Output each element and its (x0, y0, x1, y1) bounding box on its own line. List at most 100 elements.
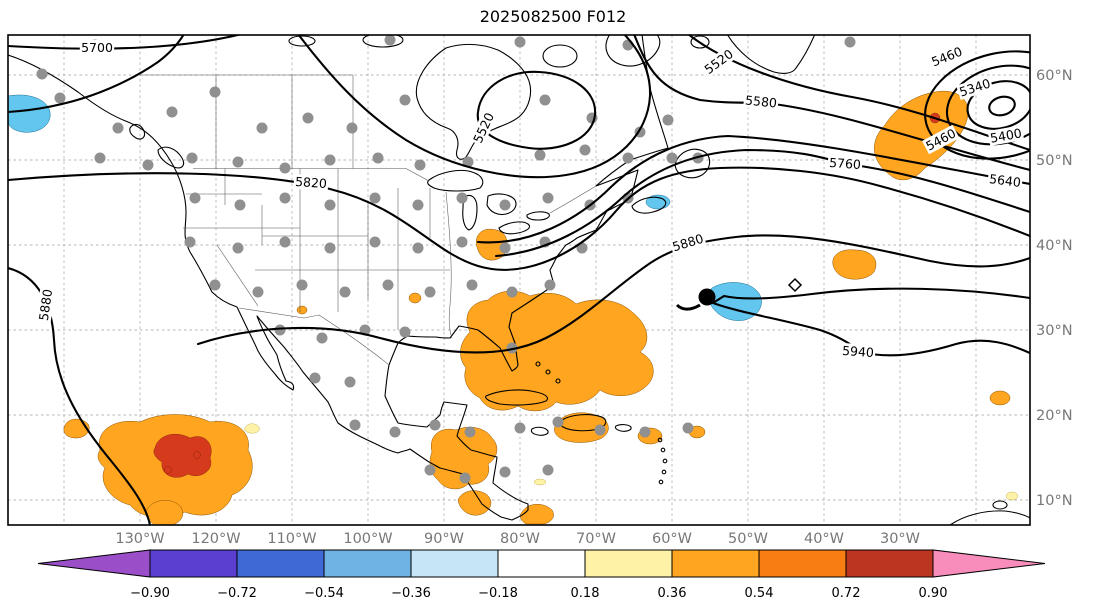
contour-label: 5700 (79, 40, 115, 55)
island-cuba (485, 389, 549, 406)
shade-orange-speck (989, 390, 1011, 406)
contour-label-text: 5940 (842, 343, 875, 360)
station-dot (324, 199, 336, 211)
shade-red-speck (193, 451, 201, 459)
lakes-great-lakes (427, 169, 550, 235)
colorbar-arrow-right (932, 549, 1046, 578)
latitude-tick-label: 40°N (1036, 238, 1073, 254)
station-dot (344, 376, 356, 388)
contour-label-box (700, 45, 738, 78)
longitude-tick-label: 70°W (576, 531, 616, 547)
island-trinidad (992, 500, 1008, 510)
station-dot (252, 286, 264, 298)
shade-orange-panama (520, 504, 554, 525)
colorbar-tick-label: 0.36 (658, 586, 687, 601)
station-dot (456, 236, 468, 248)
longitude-tick-label: 40°W (804, 531, 844, 547)
station-dot (622, 39, 634, 51)
island-puerto-rico (614, 424, 632, 432)
longitude-tick-label: 50°W (728, 531, 768, 547)
station-dot (142, 159, 154, 171)
map-frame (7, 34, 1031, 526)
station-dot (414, 159, 426, 171)
colorbar-tick-label: −0.36 (391, 586, 431, 601)
station-dot (466, 279, 478, 291)
contour-label: 5820 (293, 173, 329, 192)
station-dot (369, 236, 381, 248)
longitude-tick-label: 60°W (652, 531, 692, 547)
station-dot (539, 94, 551, 106)
longitude-tick-label: 110°W (267, 531, 316, 547)
station-dot (256, 122, 268, 134)
colorbar-tick-label: −0.72 (217, 586, 257, 601)
contour-label-box (987, 125, 1025, 146)
station-dot (506, 286, 518, 298)
station-dot (316, 332, 328, 344)
station-dot (309, 372, 321, 384)
station-dot (209, 279, 221, 291)
coastline-greenland (727, 35, 816, 74)
contour-label: 5520 (700, 45, 738, 78)
contour-label: 5640 (987, 170, 1024, 191)
station-dot (459, 472, 471, 484)
contour-label-box (35, 286, 56, 324)
latitude-tick-label: 30°N (1036, 323, 1073, 339)
shade-orange-great-lakes (476, 228, 508, 261)
island-jamaica (530, 426, 549, 436)
colorbar-tick-label: −0.18 (478, 586, 518, 601)
longitude-tick-label: 120°W (191, 531, 240, 547)
shade-orange-hispaniola (554, 412, 609, 443)
colorbar-tick-label: 0.90 (919, 586, 948, 601)
latitude-tick-label: 10°N (1036, 493, 1073, 509)
colorbar-segment (149, 549, 238, 578)
station-dot (184, 236, 196, 248)
station-dot (232, 156, 244, 168)
station-dot (534, 149, 546, 161)
contour-labels: 5700 5520 5820 5880 5880 5940 5520 5580 5640 5760… (35, 40, 1025, 361)
cyclone-marker (698, 288, 716, 306)
contour-label-box (956, 75, 994, 100)
station-dot (232, 242, 244, 254)
colorbar-segment (497, 549, 586, 578)
contour-5940-ridge (710, 287, 1030, 357)
colorbar-tick-label: −0.90 (130, 586, 170, 601)
shade-red-speck (164, 466, 172, 474)
island-arctic (690, 35, 710, 49)
latitude-tick-label: 20°N (1036, 408, 1073, 424)
coastline-south-america (949, 510, 1030, 525)
contour-label-box (469, 109, 498, 147)
shade-blue-region (8, 94, 51, 133)
contour-label-text: 5760 (829, 155, 862, 172)
shade-yellow-speck (1005, 491, 1019, 501)
station-dot (399, 326, 411, 338)
contour-label-text: 5820 (295, 174, 328, 191)
contour-label-text: 5520 (470, 110, 497, 145)
shade-orange-central-america (457, 490, 492, 516)
latitude-labels: 60°N 50°N 40°N 30°N 20°N 10°N (1036, 68, 1073, 509)
station-dot (412, 242, 424, 254)
coastline-north-america (8, 35, 669, 521)
station-dot (54, 92, 66, 104)
station-dot (579, 144, 591, 156)
station-dot (349, 419, 361, 431)
contour-unlabeled (8, 35, 185, 114)
station-dots (36, 35, 856, 484)
contour-label: 5400 (987, 125, 1025, 146)
longitude-tick-label: 100°W (343, 531, 392, 547)
station-dot (166, 106, 178, 118)
station-dot (424, 286, 436, 298)
colorbar-segment (758, 549, 847, 578)
station-dot (662, 114, 674, 126)
contour-label: 5880 (35, 286, 56, 324)
station-dot (462, 156, 474, 168)
station-dot (424, 464, 436, 476)
station-dot (622, 152, 634, 164)
contour-5460-ring (924, 50, 1030, 160)
island-haida-gwaii (129, 123, 146, 140)
station-dot (369, 192, 381, 204)
shade-blue-region (645, 194, 671, 210)
station-dot (186, 152, 198, 164)
colorbar-tick-label: 0.72 (832, 586, 861, 601)
